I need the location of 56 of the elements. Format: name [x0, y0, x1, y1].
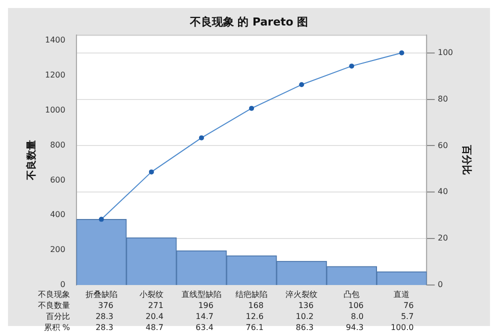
y2-tick-label: 0: [438, 280, 443, 290]
text: 168: [248, 301, 264, 310]
text: 百分比: [46, 312, 70, 322]
y-tick-label: 1200: [45, 70, 66, 80]
x-tick-label: 凸包: [344, 290, 360, 300]
y2-tick-label: 100: [438, 48, 454, 57]
text: 12.6: [246, 312, 264, 322]
x-tick-label: 直线型缺陷: [181, 290, 222, 300]
point: [148, 169, 154, 174]
x-axis-title: 不良现象: [38, 290, 70, 300]
text: 5.7: [400, 312, 414, 322]
x-tick-label: 折叠缺陷: [85, 290, 118, 300]
text: 不良数量: [38, 301, 70, 310]
y-tick-label: 400: [50, 210, 66, 220]
text: 94.3: [346, 323, 364, 332]
y-tick-label: 1400: [45, 36, 66, 45]
chart-title: 不良现象 的 Pareto 图: [188, 15, 308, 28]
text: 累积 %: [44, 323, 70, 332]
text: 86.3: [296, 323, 314, 332]
text: 20.4: [146, 312, 164, 322]
y-tick-label: 200: [50, 245, 66, 254]
text: 28.3: [96, 312, 114, 322]
point: [98, 216, 104, 222]
text: 76.1: [246, 323, 264, 332]
y2-tick-label: 20: [438, 234, 448, 243]
point: [399, 50, 404, 56]
y2-tick-label: 40: [438, 187, 448, 196]
x-tick-label: 淬火裂纹: [286, 290, 318, 300]
text: 63.4: [196, 323, 214, 332]
text: 28.3: [96, 323, 114, 332]
text: 14.7: [196, 312, 214, 322]
point: [349, 64, 354, 69]
text: 10.2: [296, 312, 314, 322]
text: 196: [198, 301, 214, 310]
y-tick-label: 1000: [45, 105, 66, 114]
text: 106: [348, 301, 364, 310]
text: 76: [404, 301, 414, 310]
text: 100.0: [390, 323, 414, 332]
x-tick-label: 小裂纹: [139, 290, 164, 300]
y-tick-label: 0: [60, 280, 66, 290]
x-tick-label: 直道: [394, 290, 410, 300]
y2-tick-label: 60: [438, 140, 448, 150]
point: [299, 82, 304, 88]
text: 48.7: [146, 323, 164, 332]
text: 8.0: [350, 312, 364, 322]
y-tick-label: 800: [50, 140, 66, 150]
point: [198, 135, 204, 140]
y-tick-label: 600: [50, 175, 66, 184]
text: 271: [148, 301, 164, 310]
y2-axis-title: 百分比: [460, 144, 472, 176]
point: [249, 106, 254, 111]
text: 376: [98, 301, 114, 310]
text: 136: [298, 301, 314, 310]
y2-tick-label: 80: [438, 94, 448, 104]
y-axis-title: 不良数量: [26, 140, 38, 182]
x-tick-label: 结疤缺陷: [236, 290, 268, 300]
